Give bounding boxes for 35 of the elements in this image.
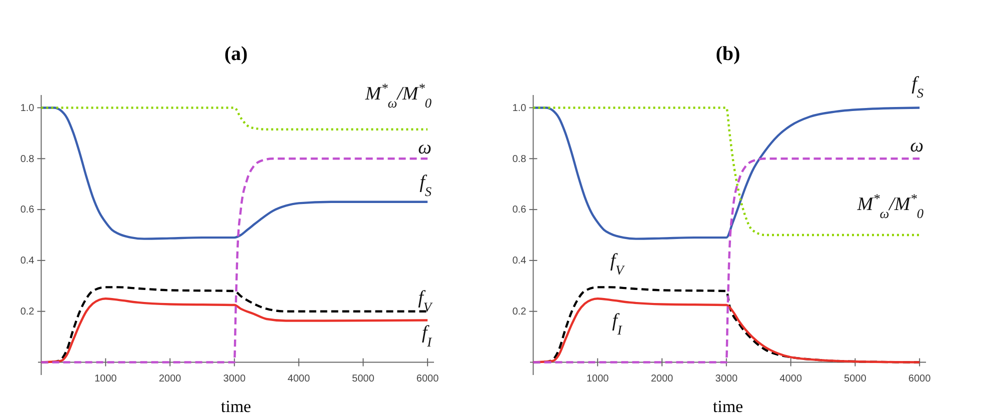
series-label: f$_{I}$ — [612, 310, 622, 337]
y-tick-label: 1.0 — [512, 102, 527, 114]
series-label: ω — [910, 136, 924, 157]
series-label: f$_{V}$ — [610, 250, 626, 277]
x-tick-label: 6000 — [416, 373, 440, 384]
x-tick-label: 1000 — [586, 373, 610, 384]
series-label: f$_{S}$ — [912, 74, 924, 100]
x-axis-title: time — [712, 397, 744, 416]
y-tick-label: 0.6 — [20, 204, 35, 216]
series-label: f$_{V}$ — [418, 287, 434, 314]
y-tick-label: 1.0 — [20, 102, 35, 114]
chart-title: (a) — [224, 43, 248, 65]
x-tick-label: 3000 — [715, 373, 738, 384]
x-tick-label: 1000 — [94, 373, 118, 384]
x-tick-label: 6000 — [908, 373, 932, 384]
series-label: f$_{S}$ — [420, 172, 432, 198]
x-tick-label: 2000 — [158, 373, 182, 384]
x-tick-label: 3000 — [223, 373, 246, 384]
y-tick-label: 0.6 — [512, 204, 527, 216]
series-label: f$_{I}$ — [422, 322, 432, 349]
x-tick-label: 4000 — [288, 373, 310, 384]
y-tick-label: 0.4 — [20, 256, 35, 267]
x-tick-label: 5000 — [352, 373, 375, 384]
y-tick-label: 0.2 — [512, 306, 527, 318]
x-tick-label: 2000 — [650, 373, 674, 384]
y-tick-label: 0.8 — [512, 154, 527, 165]
x-tick-label: 5000 — [844, 373, 867, 384]
y-tick-label: 0.2 — [20, 306, 35, 318]
y-tick-label: 0.8 — [20, 154, 35, 165]
series-label: ω — [418, 138, 432, 159]
y-tick-label: 0.4 — [512, 256, 527, 267]
chart-title: (b) — [716, 43, 740, 65]
line-series — [40, 106, 429, 130]
x-axis-title: time — [220, 397, 252, 416]
x-tick-label: 4000 — [780, 373, 802, 384]
